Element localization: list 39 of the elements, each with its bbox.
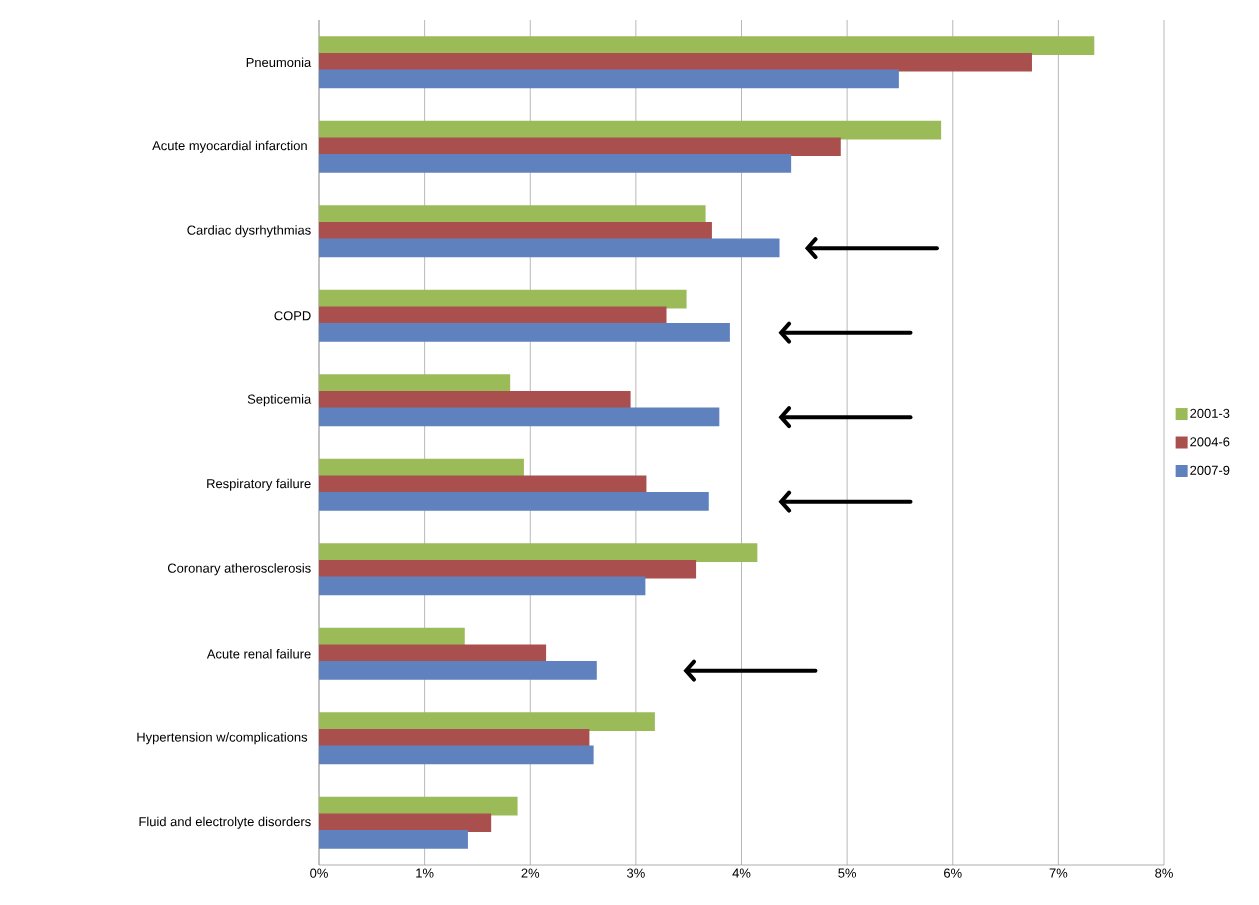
legend-label: 2001-3 — [1190, 408, 1230, 418]
bar — [319, 492, 709, 511]
bar — [319, 813, 492, 833]
x-tick-label: 6% — [944, 868, 962, 878]
bar — [319, 137, 841, 157]
y-tick-label: Respiratory failure — [207, 478, 311, 491]
bar — [319, 69, 899, 89]
x-tick-label: 3% — [627, 868, 645, 878]
x-tick-label: 5% — [838, 868, 857, 878]
x-tick-label: 0% — [310, 868, 328, 878]
bar — [319, 52, 1032, 72]
x-tick-label: 8% — [1155, 868, 1173, 878]
x-tick-label: 4% — [732, 868, 751, 878]
bar — [319, 712, 655, 731]
bar — [319, 154, 792, 173]
y-tick-label: Cardiac dysrhythmias — [187, 225, 311, 238]
bar — [319, 543, 758, 562]
y-tick-label: Pneumonia — [246, 57, 312, 68]
bar — [319, 36, 1095, 55]
legend-label: 2007-9 — [1190, 465, 1230, 475]
bar — [319, 559, 697, 579]
bar — [319, 661, 597, 680]
y-tick-label: Acute myocardial infarction — [152, 140, 307, 153]
y-tick-label: Septicemia — [247, 394, 312, 407]
bar — [319, 323, 730, 342]
y-tick-label: Fluid and electrolyte disorders — [139, 816, 311, 829]
y-tick-label: COPD — [274, 311, 311, 321]
bar — [319, 238, 780, 258]
y-tick-label: Acute renal failure — [206, 649, 311, 659]
x-tick-label: 1% — [416, 868, 434, 878]
legend-label: 2004-6 — [1190, 437, 1230, 447]
bar — [319, 830, 468, 849]
x-tick-label: 2% — [521, 868, 540, 878]
x-tick-label: 7% — [1049, 868, 1068, 878]
y-tick-label: Coronary atherosclerosis — [167, 563, 311, 576]
y-tick-label: Hypertension w/complications — [137, 732, 308, 745]
bar — [319, 745, 594, 765]
bar — [319, 407, 720, 427]
bar — [319, 576, 646, 596]
